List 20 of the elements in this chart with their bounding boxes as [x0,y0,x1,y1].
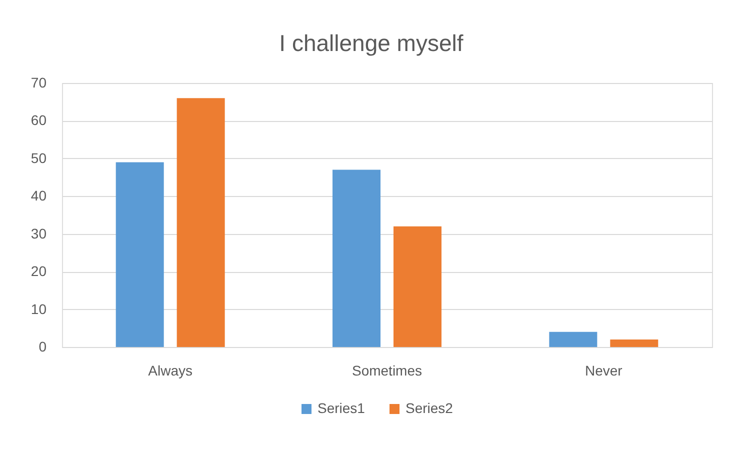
chart-title: I challenge myself [279,30,464,56]
y-tick-label: 50 [30,150,47,166]
bar [332,170,381,347]
y-tick-label: 0 [38,338,47,354]
bar [549,332,598,347]
x-tick-label: Sometimes [352,362,422,378]
x-tick-label: Always [148,362,193,378]
legend-label: Series2 [406,400,454,416]
y-tick-label: 70 [30,74,47,90]
bar [610,339,658,347]
y-tick-label: 20 [30,263,47,280]
y-tick-label: 40 [30,188,47,204]
legend-label: Series1 [318,400,366,416]
y-tick-label: 10 [30,300,47,317]
x-tick-label: Never [584,362,623,378]
y-tick-label: 60 [30,112,47,128]
bar [176,98,225,347]
bar [116,162,164,347]
bar [393,226,442,347]
y-tick-label: 30 [30,225,47,242]
